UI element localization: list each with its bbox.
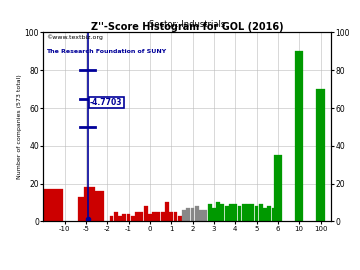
Bar <box>208 204 212 221</box>
Bar <box>109 216 113 221</box>
Bar <box>242 204 246 221</box>
Bar <box>195 206 199 221</box>
Bar <box>316 89 325 221</box>
Text: ©www.textbiz.org: ©www.textbiz.org <box>46 34 103 40</box>
Bar <box>255 206 258 221</box>
Bar <box>274 155 282 221</box>
Bar <box>199 210 203 221</box>
Bar <box>186 208 190 221</box>
Bar <box>267 206 271 221</box>
Bar <box>174 212 177 221</box>
Bar <box>272 208 275 221</box>
Bar <box>238 206 242 221</box>
Bar <box>118 216 122 221</box>
Bar <box>229 204 233 221</box>
Bar <box>144 206 148 221</box>
Bar <box>139 212 143 221</box>
Text: -4.7703: -4.7703 <box>90 98 122 107</box>
Bar <box>114 212 118 221</box>
Bar <box>263 208 267 221</box>
Bar <box>295 51 303 221</box>
Bar <box>152 212 156 221</box>
Bar <box>216 202 220 221</box>
Bar <box>44 189 63 221</box>
Text: The Research Foundation of SUNY: The Research Foundation of SUNY <box>46 49 166 55</box>
Bar <box>122 214 126 221</box>
Bar <box>225 206 229 221</box>
Bar <box>135 212 139 221</box>
Bar <box>89 191 104 221</box>
Bar <box>178 216 182 221</box>
Bar <box>131 216 135 221</box>
Title: Z''-Score Histogram for GOL (2016): Z''-Score Histogram for GOL (2016) <box>91 22 284 32</box>
Bar <box>250 204 254 221</box>
Bar <box>127 214 130 221</box>
Bar <box>148 214 152 221</box>
Bar <box>259 204 263 221</box>
Bar <box>78 197 89 221</box>
Bar <box>182 210 186 221</box>
Bar <box>84 187 95 221</box>
Bar <box>212 208 216 221</box>
Bar <box>190 208 194 221</box>
Text: Sector: Industrials: Sector: Industrials <box>149 20 225 29</box>
Bar <box>220 204 224 221</box>
Bar <box>161 212 165 221</box>
Bar <box>165 202 169 221</box>
Bar <box>246 204 250 221</box>
Bar <box>157 212 160 221</box>
Y-axis label: Number of companies (573 total): Number of companies (573 total) <box>17 75 22 179</box>
Bar <box>233 204 237 221</box>
Bar <box>169 212 173 221</box>
Bar <box>203 210 207 221</box>
